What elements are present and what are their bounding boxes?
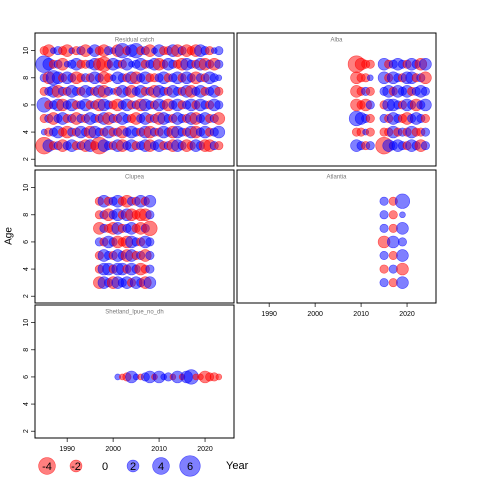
bubble [388, 251, 398, 261]
legend-label: 2 [130, 461, 136, 473]
x-tick-label: 1990 [261, 311, 277, 318]
bubble [396, 249, 409, 262]
bubble [214, 86, 224, 96]
bubble [214, 59, 224, 69]
y-axis-label: Age [4, 227, 15, 245]
bubble [365, 59, 375, 69]
y-tick-label: 10 [23, 184, 30, 192]
bubble [419, 98, 432, 112]
x-tick-label: 2000 [105, 446, 121, 453]
bubble [396, 222, 409, 235]
bubble [214, 100, 224, 110]
bubble [145, 237, 155, 247]
x-tick-label: 2020 [399, 311, 415, 318]
y-tick-label: 10 [23, 319, 30, 327]
panel-frame [34, 32, 235, 167]
bubble [420, 127, 430, 137]
bubble [214, 46, 224, 56]
bubble [394, 193, 411, 209]
y-tick-label: 8 [23, 76, 30, 80]
bubble [365, 100, 375, 110]
bubble [379, 223, 389, 233]
panel-frame [236, 32, 437, 167]
legend-label: 6 [187, 461, 193, 473]
bubble [388, 278, 398, 288]
bubble [365, 86, 375, 96]
bubble [215, 74, 223, 82]
x-tick-label: 2000 [307, 311, 323, 318]
panel-frame [34, 169, 235, 304]
bubble [365, 114, 375, 124]
y-tick-label: 8 [23, 213, 30, 217]
bubble [388, 264, 398, 274]
bubble [379, 251, 389, 261]
bubble [399, 211, 406, 219]
bubble [215, 373, 223, 381]
y-tick-label: 4 [23, 130, 30, 134]
y-tick-label: 2 [23, 157, 30, 161]
bubble [145, 210, 155, 220]
bubble [388, 223, 398, 233]
bubble [420, 141, 430, 151]
bubble [212, 125, 226, 139]
bubble [420, 86, 430, 96]
x-axis-label: Year [226, 460, 249, 472]
panel-title: Shetland_lpue_no_dh [105, 310, 163, 316]
panel-title: Clupea [125, 175, 145, 181]
bubble [419, 71, 432, 85]
y-tick-label: 2 [23, 429, 30, 433]
x-tick-label: 2010 [151, 446, 167, 453]
x-tick-label: 2020 [197, 446, 213, 453]
panel-title: Residual catch [115, 38, 154, 44]
bubble [388, 210, 398, 220]
y-tick-label: 6 [23, 103, 30, 107]
bubble [367, 74, 374, 82]
legend-bubble [126, 459, 140, 473]
bubble [379, 278, 389, 288]
y-tick-label: 4 [23, 402, 30, 406]
bubble [143, 194, 157, 208]
legend-bubble [179, 455, 201, 477]
bubble [396, 262, 409, 276]
y-tick-label: 6 [23, 240, 30, 244]
bubble [212, 112, 226, 125]
bubble [142, 220, 158, 236]
y-tick-label: 2 [23, 294, 30, 298]
bubble [420, 114, 430, 124]
bubble [396, 276, 409, 289]
legend-label: 0 [102, 461, 108, 473]
x-tick-label: 1990 [59, 446, 75, 453]
y-tick-label: 10 [23, 47, 30, 55]
bubble [143, 276, 157, 289]
panel-title: Alba [330, 38, 343, 44]
bubble [145, 251, 155, 261]
legend-bubble [69, 459, 83, 473]
bubble [379, 264, 389, 274]
bubble [145, 264, 155, 274]
panel-frame [236, 169, 437, 304]
bubble [379, 196, 389, 206]
legend-label: -2 [71, 461, 81, 473]
y-tick-label: 4 [23, 267, 30, 271]
bubble [214, 141, 224, 151]
legend-bubble [152, 457, 170, 475]
y-tick-label: 8 [23, 348, 30, 352]
panel-title: Atlantia [326, 175, 347, 181]
x-tick-label: 2010 [353, 311, 369, 318]
bubble [365, 127, 375, 137]
bubble [387, 235, 400, 249]
y-tick-label: 6 [23, 375, 30, 379]
bubble [365, 141, 375, 151]
legend-bubble [38, 457, 56, 475]
panel-frame [34, 304, 235, 439]
bubble [379, 210, 389, 220]
legend-label: 4 [158, 461, 164, 473]
bubble [397, 237, 407, 247]
legend-label: -4 [42, 461, 52, 473]
bubble [419, 57, 432, 71]
